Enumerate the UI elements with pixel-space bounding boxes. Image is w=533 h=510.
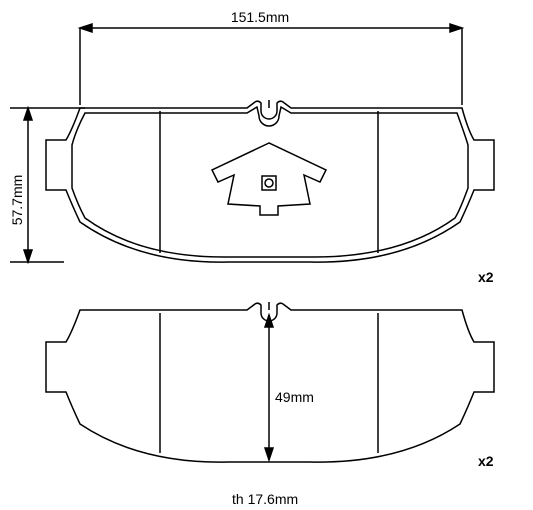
dim-width-arrow-right [450,24,462,32]
qty-bottom-label: x2 [478,453,494,469]
dim-width-label: 151.5mm [231,9,289,25]
dim-height-label: 57.7mm [9,175,25,226]
dim-width-arrow-left [80,24,92,32]
qty-top-label: x2 [478,269,494,285]
dim-inner-arrow-bot [265,448,273,460]
brake-pad-bottom [46,302,494,462]
dim-inner-label: 49mm [275,389,314,405]
dim-height-arrow-bot [24,250,32,262]
dim-height-arrow-top [24,108,32,120]
dim-thickness-label: th 17.6mm [232,491,298,507]
brake-pad-top [46,100,494,262]
